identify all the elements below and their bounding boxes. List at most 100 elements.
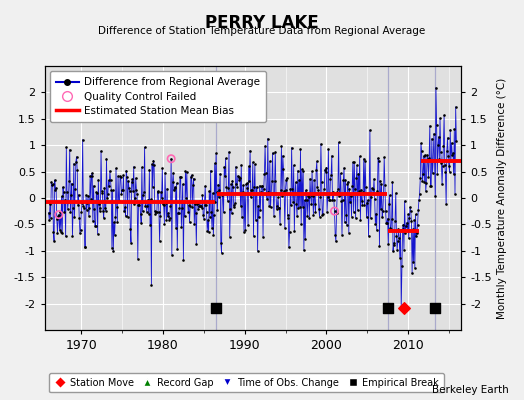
Point	[398, 226, 407, 232]
Point	[135, 202, 144, 208]
Point	[185, 219, 194, 225]
Point	[57, 229, 65, 235]
Point	[290, 228, 299, 234]
Y-axis label: Monthly Temperature Anomaly Difference (°C): Monthly Temperature Anomaly Difference (…	[497, 77, 507, 319]
Point	[140, 189, 148, 196]
Point	[272, 206, 281, 212]
Point	[287, 202, 295, 209]
Point	[81, 244, 90, 250]
Point	[277, 143, 286, 150]
Point	[391, 217, 399, 224]
Point	[109, 248, 117, 255]
Point	[351, 186, 359, 192]
Point	[256, 206, 265, 213]
Point	[187, 174, 195, 180]
Point	[261, 170, 270, 176]
Point	[343, 222, 351, 228]
Point	[370, 196, 379, 202]
Point	[166, 215, 174, 221]
Point	[234, 172, 242, 179]
Point	[245, 178, 254, 184]
Point	[166, 203, 174, 209]
Point	[193, 200, 202, 206]
Point	[291, 179, 300, 185]
Point	[62, 144, 71, 150]
Point	[59, 189, 68, 195]
Point	[104, 191, 112, 197]
Point	[127, 179, 136, 185]
Point	[136, 199, 144, 206]
Point	[206, 214, 214, 220]
Point	[252, 190, 260, 197]
Point	[372, 210, 380, 217]
Point	[248, 159, 257, 166]
Point	[439, 163, 447, 169]
Point	[279, 152, 287, 159]
Point	[48, 182, 56, 188]
Point	[357, 198, 366, 204]
Point	[98, 190, 106, 196]
Point	[212, 305, 220, 311]
Point	[182, 169, 191, 175]
Point	[54, 213, 62, 220]
Point	[90, 182, 98, 189]
Point	[143, 209, 151, 215]
Point	[238, 189, 247, 195]
Point	[150, 208, 159, 214]
Point	[314, 186, 322, 193]
Point	[432, 84, 440, 91]
Point	[196, 203, 204, 209]
Point	[184, 208, 192, 215]
Point	[122, 213, 130, 219]
Point	[316, 194, 324, 201]
Point	[99, 208, 107, 214]
Point	[362, 184, 370, 190]
Point	[430, 130, 438, 137]
Point	[420, 178, 429, 185]
Point	[306, 176, 314, 182]
Point	[131, 195, 139, 201]
Point	[417, 140, 425, 147]
Point	[325, 197, 333, 203]
Point	[352, 215, 360, 221]
Point	[128, 176, 137, 183]
Point	[231, 200, 239, 206]
Point	[386, 192, 394, 198]
Point	[379, 208, 387, 214]
Point	[270, 178, 279, 185]
Point	[200, 202, 209, 208]
Point	[97, 148, 105, 154]
Point	[134, 202, 143, 208]
Point	[288, 144, 296, 151]
Point	[409, 226, 417, 232]
Point	[396, 227, 405, 233]
Point	[445, 162, 453, 169]
Point	[280, 188, 288, 194]
Point	[91, 223, 100, 229]
Point	[442, 201, 450, 207]
Point	[242, 181, 250, 188]
Point	[70, 160, 78, 167]
Point	[264, 189, 272, 195]
Point	[292, 201, 301, 208]
Point	[106, 168, 114, 174]
Point	[154, 189, 162, 196]
Point	[138, 208, 147, 215]
Point	[336, 170, 345, 176]
Point	[91, 222, 99, 229]
Point	[65, 178, 73, 184]
Point	[239, 182, 247, 188]
Point	[133, 191, 141, 197]
Point	[243, 184, 252, 191]
Point	[49, 228, 58, 235]
Point	[348, 159, 357, 166]
Point	[61, 233, 70, 240]
Point	[145, 211, 153, 217]
Point	[281, 186, 290, 193]
Point	[176, 173, 184, 180]
Point	[263, 196, 271, 202]
Point	[168, 179, 177, 185]
Point	[123, 174, 131, 180]
Point	[418, 178, 427, 184]
Point	[307, 192, 315, 198]
